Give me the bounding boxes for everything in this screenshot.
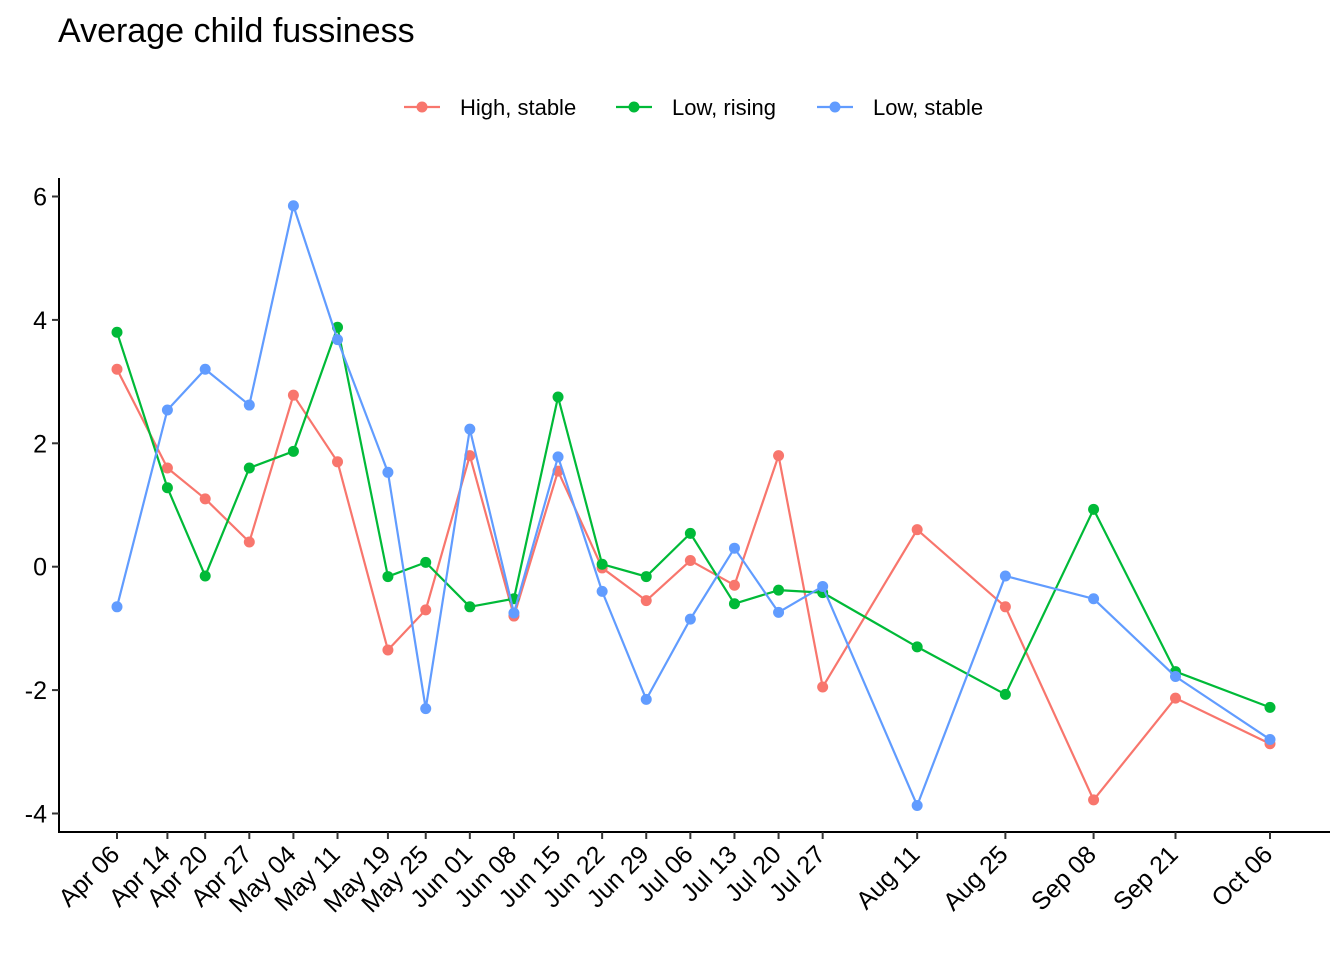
data-point-low-stable xyxy=(911,799,923,811)
data-point-high-stable xyxy=(199,493,211,505)
data-point-low-stable xyxy=(332,334,344,346)
data-point-low-rising xyxy=(999,688,1011,700)
data-point-low-rising xyxy=(287,445,299,457)
data-point-high-stable xyxy=(911,524,923,536)
y-tick-label: 6 xyxy=(33,184,47,212)
data-point-low-stable xyxy=(1169,671,1181,683)
data-point-low-rising xyxy=(684,527,696,539)
data-point-low-stable xyxy=(508,607,520,619)
legend-key-high-stable xyxy=(404,101,440,113)
data-point-low-stable xyxy=(552,451,564,463)
data-point-low-rising xyxy=(199,570,211,582)
legend: High, stable Low, rising Low, stable xyxy=(0,91,1344,125)
x-tick-label: Sep 21 xyxy=(1108,840,1184,916)
data-point-low-stable xyxy=(161,404,173,416)
data-point-low-stable xyxy=(684,613,696,625)
data-point-low-stable xyxy=(199,363,211,375)
data-point-low-rising xyxy=(161,482,173,494)
data-point-high-stable xyxy=(640,595,652,607)
data-point-low-stable xyxy=(243,399,255,411)
x-tick-label: Sep 08 xyxy=(1026,840,1102,916)
x-tick-label: Aug 25 xyxy=(938,840,1014,916)
x-tick-label: Aug 11 xyxy=(851,840,926,915)
data-point-low-stable xyxy=(728,542,740,554)
data-point-low-stable xyxy=(382,466,394,478)
series-line-low-rising xyxy=(115,326,1271,709)
data-point-high-stable xyxy=(382,644,394,656)
data-point-high-stable xyxy=(420,604,432,616)
series-high-stable xyxy=(111,363,1276,806)
data-point-high-stable xyxy=(817,681,829,693)
data-point-low-rising xyxy=(420,556,432,568)
data-point-high-stable xyxy=(728,579,740,591)
data-point-high-stable xyxy=(773,450,785,462)
data-point-low-stable xyxy=(817,580,829,592)
series-low-stable xyxy=(111,200,1276,811)
data-point-low-rising xyxy=(1264,701,1276,713)
y-tick-label: -4 xyxy=(25,800,47,828)
data-point-low-stable xyxy=(111,601,123,613)
data-point-high-stable xyxy=(243,536,255,548)
data-point-low-rising xyxy=(243,462,255,474)
legend-label-low-rising: Low, rising xyxy=(672,95,776,120)
legend-label-high-stable: High, stable xyxy=(460,95,577,120)
data-point-high-stable xyxy=(287,389,299,401)
data-point-high-stable xyxy=(161,462,173,474)
data-point-low-rising xyxy=(640,571,652,583)
y-tick-label: 2 xyxy=(33,430,47,458)
data-point-high-stable xyxy=(111,363,123,375)
data-point-low-rising xyxy=(552,391,564,403)
legend-label-low-stable: Low, stable xyxy=(873,95,984,120)
data-point-high-stable xyxy=(684,555,696,567)
data-point-low-stable xyxy=(420,703,432,715)
legend-key-low-rising xyxy=(616,101,652,113)
series-line-low-stable xyxy=(115,204,1271,807)
y-tick-label: 4 xyxy=(33,307,47,335)
data-point-low-rising xyxy=(464,601,476,613)
data-point-high-stable xyxy=(1088,794,1100,806)
data-point-low-rising xyxy=(382,571,394,583)
data-point-low-rising xyxy=(596,558,608,570)
data-point-low-stable xyxy=(999,570,1011,582)
data-point-low-rising xyxy=(1088,503,1100,515)
x-tick-label: Oct 06 xyxy=(1206,840,1278,912)
y-tick-label: -2 xyxy=(25,677,47,705)
data-point-low-stable xyxy=(1088,593,1100,605)
data-point-high-stable xyxy=(1169,692,1181,704)
y-tick-label: 0 xyxy=(33,554,47,582)
data-point-low-stable xyxy=(596,585,608,597)
data-point-low-rising xyxy=(728,598,740,610)
chart-title: Average child fussiness xyxy=(58,12,415,50)
data-point-low-stable xyxy=(773,606,785,618)
data-point-low-stable xyxy=(1264,733,1276,745)
data-point-high-stable xyxy=(332,456,344,468)
series-low-rising xyxy=(111,321,1276,713)
data-point-low-rising xyxy=(111,326,123,338)
data-point-low-stable xyxy=(640,693,652,705)
data-point-low-rising xyxy=(911,641,923,653)
legend-key-low-stable xyxy=(817,101,853,113)
data-point-low-stable xyxy=(287,200,299,212)
data-point-high-stable xyxy=(999,601,1011,613)
data-point-low-rising xyxy=(773,584,785,596)
data-point-low-stable xyxy=(464,423,476,435)
series-line-high-stable xyxy=(116,368,1271,802)
